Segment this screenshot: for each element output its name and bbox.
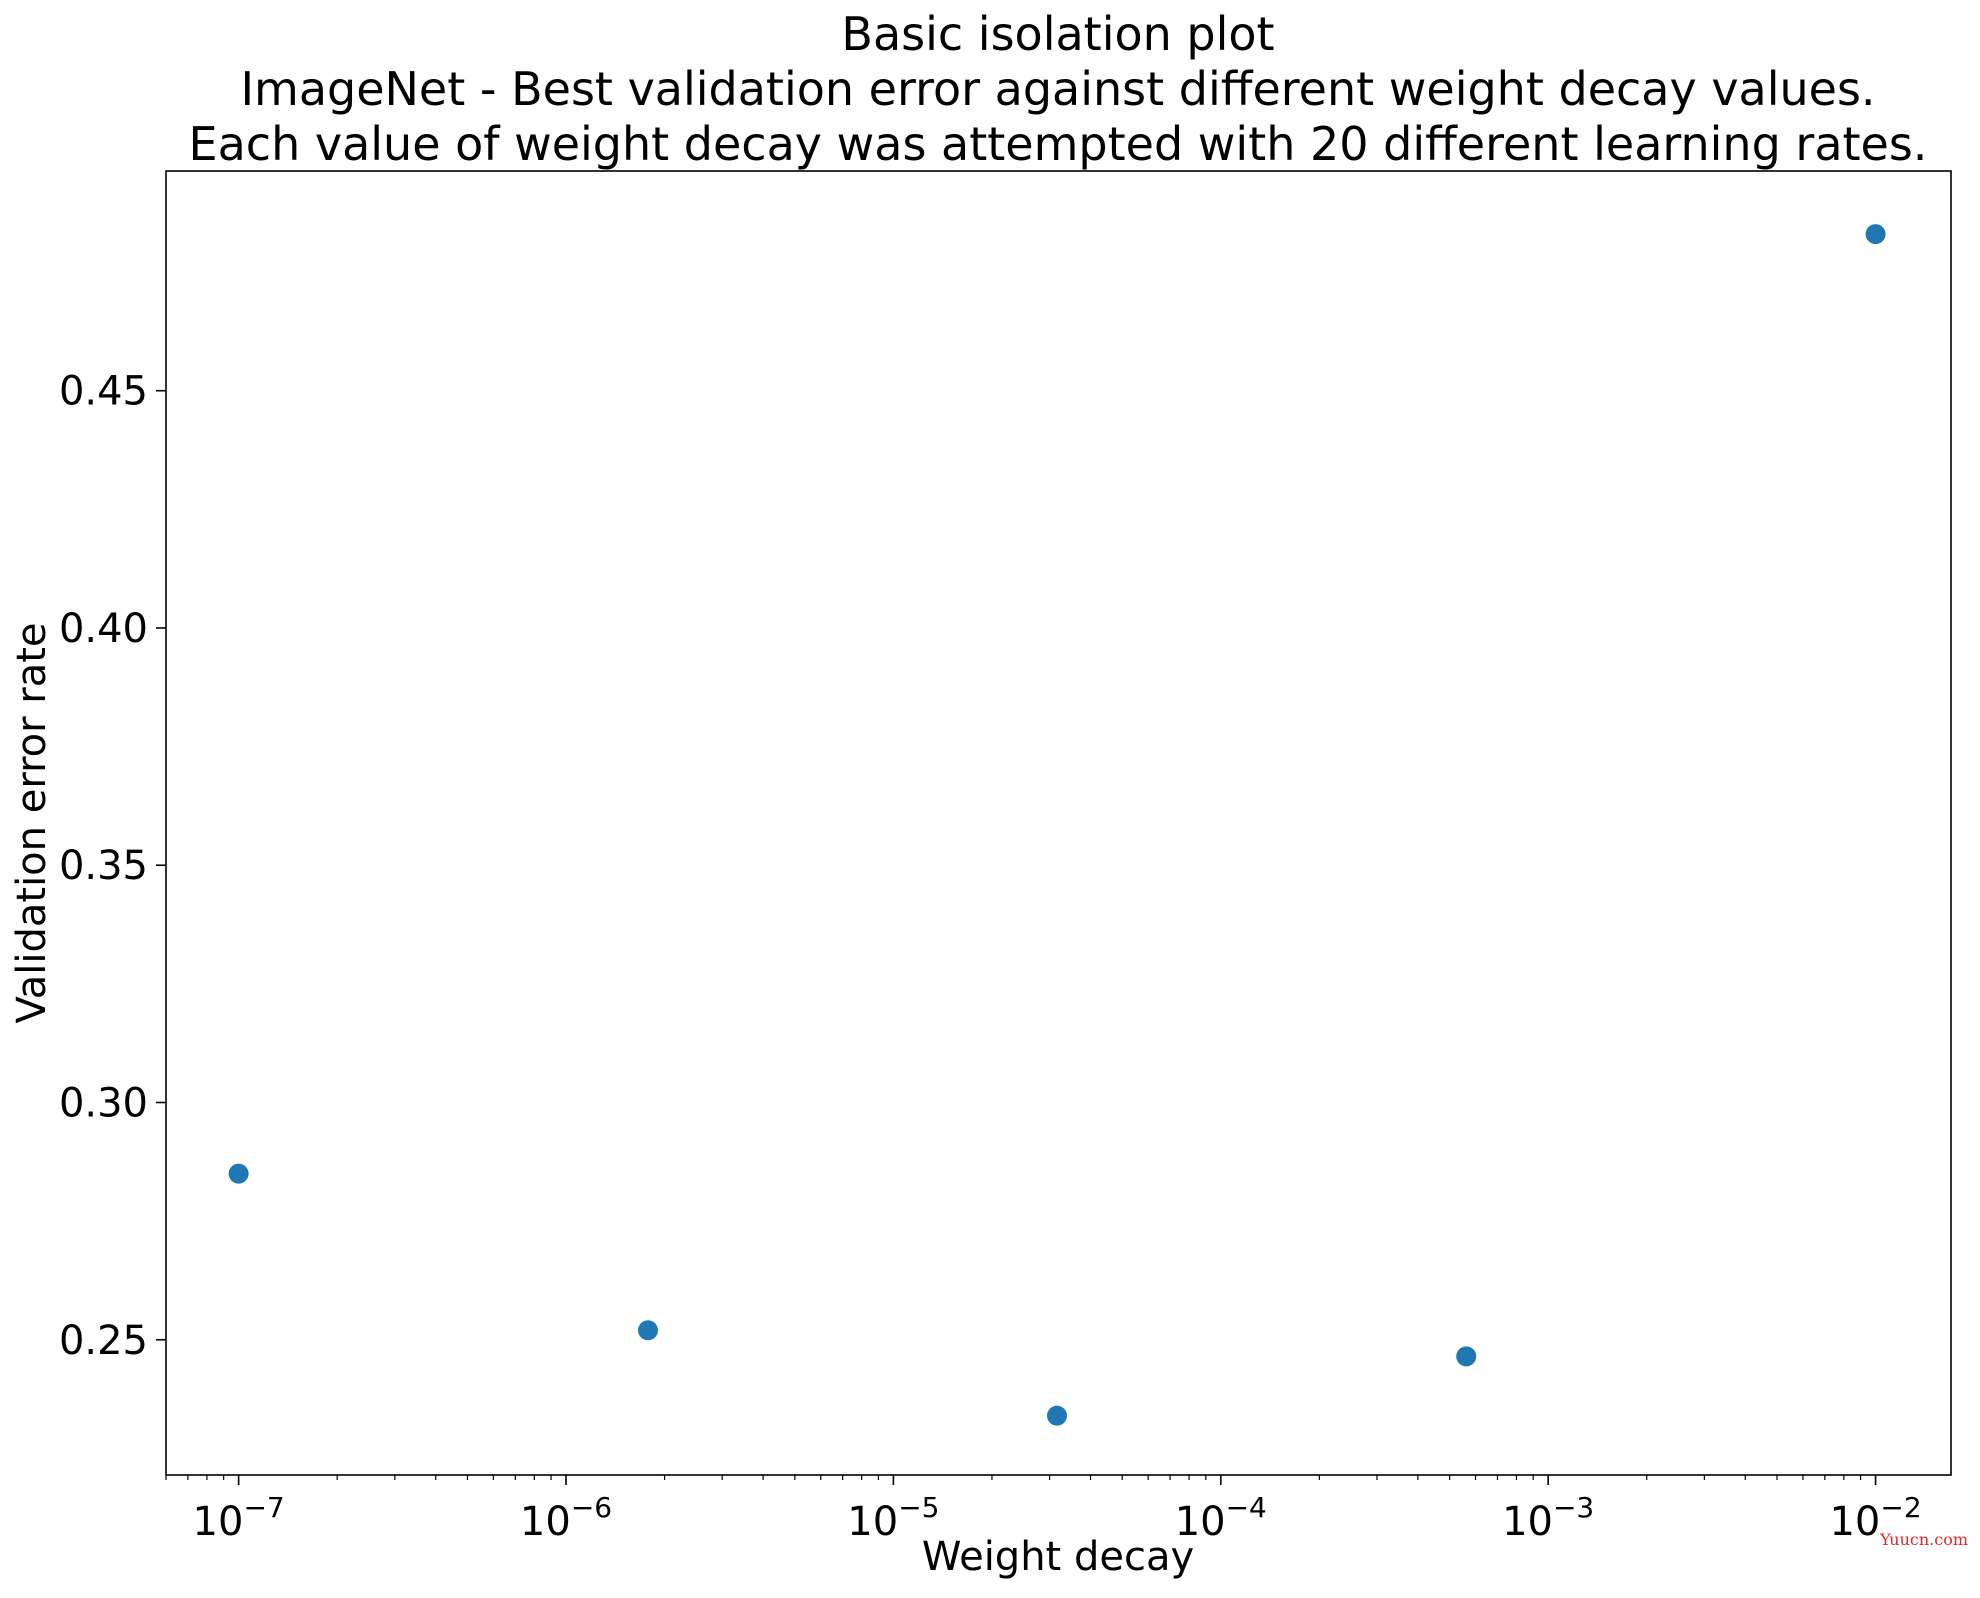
x-tick-label: 10−7 xyxy=(193,1491,285,1545)
y-tick-label: 0.30 xyxy=(59,1080,148,1126)
chart-title: Basic isolation plot ImageNet - Best val… xyxy=(189,7,1928,171)
x-axis-label: Weight decay xyxy=(922,1534,1194,1580)
y-tick-label: 0.40 xyxy=(59,606,148,652)
scatter-point xyxy=(1865,224,1886,245)
x-tick-label: 10−5 xyxy=(847,1491,939,1545)
chart-title-line-1: Basic isolation plot xyxy=(841,7,1274,61)
scatter-point xyxy=(1046,1405,1067,1426)
x-tick-label: 10−4 xyxy=(1175,1491,1267,1545)
x-tick-label: 10−6 xyxy=(520,1491,612,1545)
x-tick-label: 10−3 xyxy=(1502,1491,1594,1545)
y-tick-label: 0.35 xyxy=(59,843,148,889)
y-axis-label: Validation error rate xyxy=(9,622,55,1023)
scatter-point xyxy=(228,1163,249,1184)
x-tick-label: 10−2 xyxy=(1829,1491,1921,1545)
chart-subtitle-line-2: ImageNet - Best validation error against… xyxy=(240,62,1875,116)
data-points xyxy=(228,224,1886,1426)
y-tick-label: 0.25 xyxy=(59,1318,148,1364)
chart-subtitle-line-3: Each value of weight decay was attempted… xyxy=(189,117,1928,171)
watermark-text: Yuucn.com xyxy=(1879,1530,1968,1549)
scatter-point xyxy=(1456,1346,1477,1367)
plot-area-frame xyxy=(165,170,1952,1476)
y-tick-label: 0.45 xyxy=(59,369,148,415)
y-axis-ticks: 0.25 0.30 0.35 0.40 0.45 xyxy=(59,369,166,1364)
x-axis-ticks: 10−7 10−6 10−5 10−4 10−3 10−2 xyxy=(165,1475,1922,1545)
scatter-point xyxy=(637,1320,658,1341)
